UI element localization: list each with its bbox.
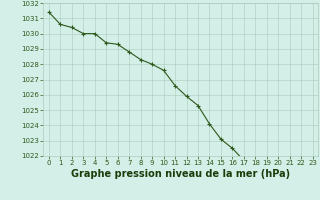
X-axis label: Graphe pression niveau de la mer (hPa): Graphe pression niveau de la mer (hPa) — [71, 169, 290, 179]
